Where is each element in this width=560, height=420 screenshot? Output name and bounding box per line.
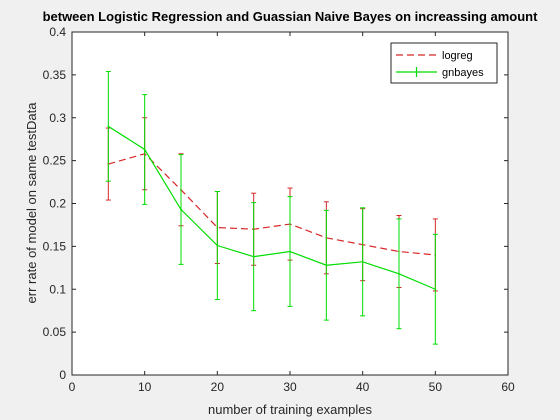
legend-logreg-label: logreg <box>442 50 473 62</box>
y-tick-label: 0.3 <box>49 111 66 125</box>
gnbayes-point <box>216 244 219 247</box>
legend: logreg gnbayes <box>390 42 498 84</box>
y-tick-label: 0.05 <box>43 325 67 339</box>
x-tick-label: 40 <box>356 380 370 394</box>
x-tick-label: 0 <box>69 380 76 394</box>
gnbayes-point <box>143 148 146 151</box>
x-tick-label: 50 <box>429 380 443 394</box>
chart-title: between Logistic Regression and Guassian… <box>43 9 539 24</box>
y-tick-label: 0.1 <box>49 282 66 296</box>
gnbayes-point <box>107 125 110 128</box>
x-tick-label: 60 <box>501 380 515 394</box>
x-tick-label: 30 <box>283 380 297 394</box>
gnbayes-point <box>180 208 182 211</box>
x-tick-label: 10 <box>138 380 152 394</box>
logreg-line <box>108 153 436 256</box>
gnbayes-point <box>325 264 328 267</box>
y-tick-label: 0 <box>59 368 66 382</box>
x-axis-label: number of training examples <box>208 402 373 417</box>
series-gnbayes <box>105 70 438 345</box>
y-tick-label: 0.35 <box>43 68 67 82</box>
y-tick-label: 0.4 <box>49 25 66 39</box>
gnbayes-point <box>361 261 364 263</box>
x-axis-ticks: 0 10 20 30 40 50 60 <box>69 32 515 394</box>
legend-gnbayes-label: gnbayes <box>442 67 484 79</box>
x-tick-label: 20 <box>211 380 225 394</box>
y-tick-label: 0.2 <box>49 197 66 211</box>
y-axis-ticks: 0 0.05 0.1 0.15 0.2 0.25 0.3 0.35 0.4 <box>43 25 508 382</box>
y-tick-label: 0.15 <box>43 239 67 253</box>
gnbayes-point <box>252 255 255 258</box>
gnbayes-point <box>434 288 437 291</box>
y-tick-label: 0.25 <box>43 154 67 168</box>
gnbayes-point <box>398 273 400 275</box>
legend-box <box>390 42 498 84</box>
gnbayes-point <box>289 250 291 253</box>
y-axis-label: err rate of model on same testData <box>24 102 39 304</box>
series-layer <box>105 70 438 345</box>
gnbayes-line <box>108 125 436 290</box>
